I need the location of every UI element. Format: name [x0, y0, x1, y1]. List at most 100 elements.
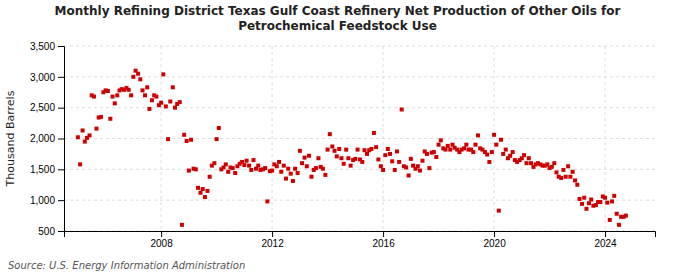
point	[508, 154, 512, 158]
grid-line-y	[64, 107, 655, 108]
point	[138, 77, 142, 81]
point	[448, 148, 452, 152]
title-line: Petrochemical Feedstock Use	[238, 19, 437, 33]
point	[471, 150, 475, 154]
point	[226, 170, 230, 174]
x-axis-tick-mark	[383, 231, 384, 237]
point	[247, 164, 251, 168]
point	[159, 101, 163, 105]
y-axis-tick-mark	[58, 108, 64, 109]
y-axis-tick: 1,000	[30, 195, 64, 206]
point	[444, 148, 448, 152]
y-axis-tick-label: 2,500	[30, 102, 55, 113]
grid-line-x	[272, 46, 273, 231]
point	[263, 166, 267, 170]
point	[397, 160, 401, 164]
point	[598, 200, 602, 204]
point	[346, 156, 350, 160]
point	[545, 162, 549, 166]
point	[136, 72, 140, 76]
point	[92, 95, 96, 99]
point	[265, 199, 269, 203]
y-axis-tick-mark	[58, 77, 64, 78]
point	[416, 164, 420, 168]
point	[180, 223, 184, 227]
point	[552, 161, 556, 165]
point	[78, 162, 82, 166]
y-axis-tick-label: 2,000	[30, 133, 55, 144]
point	[485, 153, 489, 157]
point	[409, 157, 413, 161]
point	[178, 100, 182, 104]
point	[362, 148, 366, 152]
source: Source: U.S. Energy Information Administ…	[8, 260, 245, 271]
x-axis-tick-mark	[272, 231, 273, 237]
grid-line-y	[64, 138, 655, 139]
point	[608, 218, 612, 222]
point	[522, 153, 526, 157]
y-axis-tick-mark	[58, 46, 64, 47]
point	[323, 173, 327, 177]
point	[205, 189, 209, 193]
x-axis-tick: 2008	[150, 231, 173, 249]
grid	[64, 46, 655, 231]
point	[379, 164, 383, 168]
point	[501, 152, 505, 156]
point	[615, 212, 619, 216]
x-axis-tick-label: 2020	[483, 238, 506, 249]
point	[291, 179, 295, 183]
point	[494, 143, 498, 147]
point	[376, 157, 380, 161]
point	[497, 209, 501, 213]
point	[353, 157, 357, 161]
x-axis-tick-label: 2012	[261, 238, 284, 249]
point	[504, 148, 508, 152]
point	[296, 171, 300, 175]
point	[420, 159, 424, 163]
point	[326, 148, 330, 152]
y-axis-tick: 3,500	[30, 41, 64, 52]
point	[564, 175, 568, 179]
point	[215, 137, 219, 141]
point	[150, 98, 154, 102]
x-axis-tick: 2012	[261, 231, 284, 249]
point	[464, 143, 468, 147]
point	[275, 164, 279, 168]
point	[571, 170, 575, 174]
point	[369, 147, 373, 151]
point	[298, 149, 302, 153]
point	[164, 104, 168, 108]
point	[307, 154, 311, 158]
point	[316, 156, 320, 160]
point	[427, 166, 431, 170]
point	[342, 162, 346, 166]
point	[589, 198, 593, 202]
point	[166, 137, 170, 141]
point	[529, 161, 533, 165]
point	[330, 145, 334, 149]
point	[168, 100, 172, 104]
point	[349, 164, 353, 168]
point	[321, 167, 325, 171]
y-axis-tick-label: 3,500	[30, 41, 55, 52]
point	[314, 166, 318, 170]
point	[293, 167, 297, 171]
point	[425, 152, 429, 156]
point	[584, 207, 588, 211]
point	[309, 175, 313, 179]
point	[490, 150, 494, 154]
point	[566, 164, 570, 168]
y-axis-tick-label: 500	[38, 226, 55, 237]
point	[407, 174, 411, 178]
point	[434, 155, 438, 159]
point	[115, 93, 119, 97]
x-axis-tick-label: 2008	[150, 238, 173, 249]
point	[374, 145, 378, 149]
grid-line-x	[494, 46, 495, 231]
x-axis-line	[65, 232, 656, 238]
y-axis-tick-mark	[58, 200, 64, 201]
point	[147, 107, 151, 111]
chart: Monthly Refining District Texas Gulf Coa…	[0, 0, 675, 275]
point	[245, 159, 249, 163]
point	[439, 138, 443, 142]
